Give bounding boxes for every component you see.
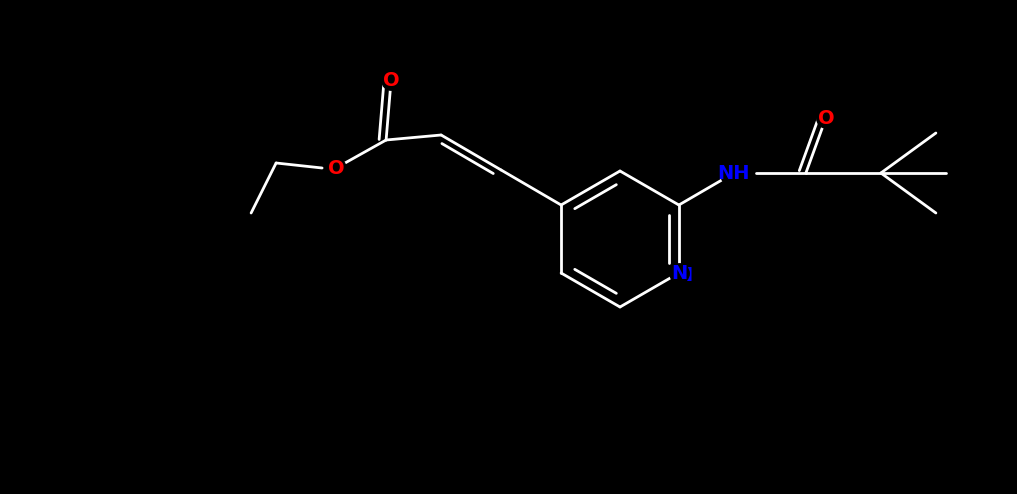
Text: O: O	[382, 71, 400, 89]
Text: NH: NH	[718, 164, 751, 182]
Text: O: O	[327, 159, 345, 177]
Text: O: O	[818, 109, 834, 127]
Text: N: N	[671, 263, 687, 283]
Text: N: N	[675, 265, 692, 285]
